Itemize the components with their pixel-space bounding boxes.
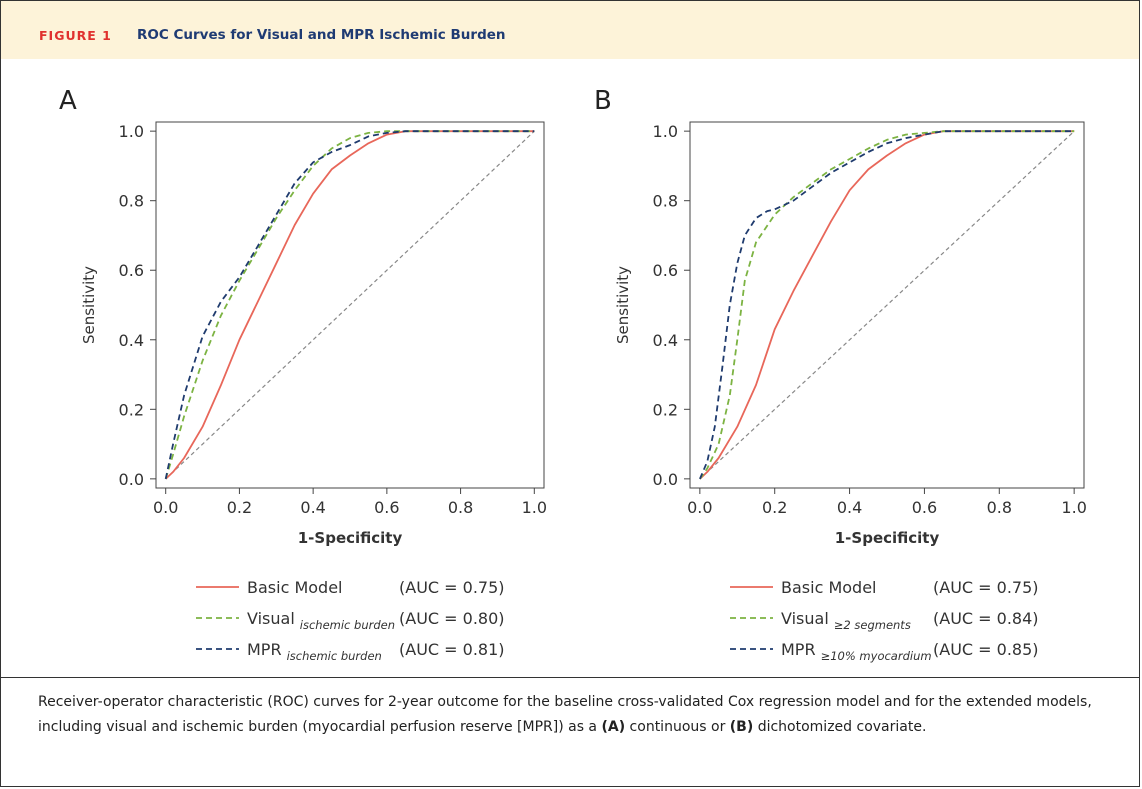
- panel-a: A 0.0 0.2 0.4 0.6 0.8 1.0 0.0 0.2 0.4 0.6 0.8 1.0 1-S…: [59, 86, 547, 663]
- panel-a-series-mpr-line: [164, 130, 535, 480]
- panel-b-legend-mpr-auc: (AUC = 0.85): [933, 640, 1039, 659]
- panel-a-legend-mpr-label: MPR ischemic burden: [247, 640, 382, 663]
- charts-area: A 0.0 0.2 0.4 0.6 0.8 1.0 0.0 0.2 0.4 0.6 0.8 1.0 1-S…: [1, 59, 1139, 677]
- panel-a-legend-basic-label: Basic Model: [247, 578, 342, 597]
- panel-a-x-axis-label: 1-Specificity: [298, 529, 403, 547]
- panel-b-x-tick-label: 0.6: [912, 498, 937, 517]
- panel-a-series-visual-line: [164, 130, 535, 480]
- panel-a-x-tick-label: 0.4: [300, 498, 325, 517]
- panel-b-x-tick-label: 0.4: [837, 498, 862, 517]
- caption-bold-b: (B): [729, 719, 754, 735]
- panel-a-legend-basic-auc: (AUC = 0.75): [399, 578, 505, 597]
- panel-b-x-tick-label: 0.0: [687, 498, 712, 517]
- panel-a-y-tick-label: 1.0: [119, 122, 144, 141]
- panel-b-legend-mpr-name: MPR: [781, 640, 816, 659]
- panel-a-x-tick-label: 0.8: [448, 498, 473, 517]
- panel-b-x-tick-label: 1.0: [1061, 498, 1086, 517]
- panel-b-x-axis-label: 1-Specificity: [835, 529, 940, 547]
- panel-a-legend-basic-name: Basic Model: [247, 578, 342, 597]
- panel-b-y-tick-label: 0.4: [653, 331, 678, 350]
- panel-b-y-tick-label: 0.6: [653, 261, 678, 280]
- panel-b-y-tick-label: 0.2: [653, 400, 678, 419]
- panel-a-x-tick-label: 0.2: [227, 498, 252, 517]
- caption-text-3: dichotomized covariate.: [753, 719, 927, 735]
- panel-b-y-tick-label: 1.0: [653, 122, 678, 141]
- panel-b-legend-visual-label: Visual ≥2 segments: [781, 609, 911, 632]
- panel-a-plot-frame: [155, 121, 545, 489]
- panel-a-x-tick-label: 0.0: [153, 498, 178, 517]
- panel-b-y-axis-label: Sensitivity: [614, 266, 632, 344]
- caption-divider: [1, 677, 1139, 678]
- panel-b-legend-basic-auc: (AUC = 0.75): [933, 578, 1039, 597]
- panel-b-plot-frame: [689, 121, 1085, 489]
- panel-b-legend-visual-name: Visual: [781, 609, 829, 628]
- panel-b-legend-basic-name: Basic Model: [781, 578, 876, 597]
- panel-a-x-tick-label: 1.0: [522, 498, 547, 517]
- panel-a-y-tick-label: 0.0: [119, 470, 144, 489]
- caption-text-1: Receiver-operator characteristic (ROC) c…: [38, 694, 1092, 735]
- panel-a-legend-mpr-subscript: ischemic burden: [287, 649, 382, 663]
- panel-a-legend-visual-auc: (AUC = 0.80): [399, 609, 505, 628]
- figure-header: FIGURE 1 ROC Curves for Visual and MPR I…: [1, 1, 1139, 59]
- panel-b-legend-basic-label: Basic Model: [781, 578, 876, 597]
- caption-bold-a: (A): [601, 719, 626, 735]
- panel-b-x-tick-label: 0.8: [987, 498, 1012, 517]
- panel-b-series-mpr-line: [699, 130, 1075, 480]
- panel-b-y-tick-label: 0.0: [653, 470, 678, 489]
- caption-text-2: continuous or: [625, 719, 730, 735]
- panel-a-x-tick-label: 0.6: [374, 498, 399, 517]
- roc-charts: A 0.0 0.2 0.4 0.6 0.8 1.0 0.0 0.2 0.4 0.6 0.8 1.0 1-S…: [59, 86, 1087, 663]
- panel-a-legend-visual-subscript: ischemic burden: [300, 618, 395, 632]
- panel-a-letter: A: [59, 86, 77, 116]
- panel-b-series-reference-line: [699, 130, 1075, 480]
- panel-a-legend-visual-label: Visual ischemic burden: [247, 609, 395, 632]
- panel-a-legend-visual-name: Visual: [247, 609, 295, 628]
- panel-a-legend-mpr-name: MPR: [247, 640, 282, 659]
- panel-b-x-tick-label: 0.2: [762, 498, 787, 517]
- panel-a-y-tick-label: 0.2: [119, 400, 144, 419]
- figure-caption: Receiver-operator characteristic (ROC) c…: [38, 690, 1108, 740]
- panel-a-legend-mpr-auc: (AUC = 0.81): [399, 640, 505, 659]
- panel-b-legend-mpr-subscript: ≥10% myocardium: [821, 649, 932, 663]
- panel-b-legend-mpr-label: MPR ≥10% myocardium: [781, 640, 932, 663]
- panel-b-legend-visual-subscript: ≥2 segments: [834, 618, 911, 632]
- panel-a-y-tick-label: 0.8: [119, 192, 144, 211]
- panel-a-y-tick-label: 0.4: [119, 331, 144, 350]
- panel-b-y-tick-label: 0.8: [653, 192, 678, 211]
- panel-b-legend-visual-auc: (AUC = 0.84): [933, 609, 1039, 628]
- panel-b: B 0.0 0.2 0.4 0.6 0.8 1.0 0.0 0.2 0.4 0.6 0.8 1.0 1-S…: [594, 86, 1087, 663]
- panel-a-series-reference-line: [165, 130, 535, 480]
- panel-b-letter: B: [594, 86, 612, 116]
- panel-a-y-axis-label: Sensitivity: [80, 266, 98, 344]
- figure-title: ROC Curves for Visual and MPR Ischemic B…: [137, 27, 506, 43]
- panel-a-y-tick-label: 0.6: [119, 261, 144, 280]
- figure-label: FIGURE 1: [39, 28, 112, 43]
